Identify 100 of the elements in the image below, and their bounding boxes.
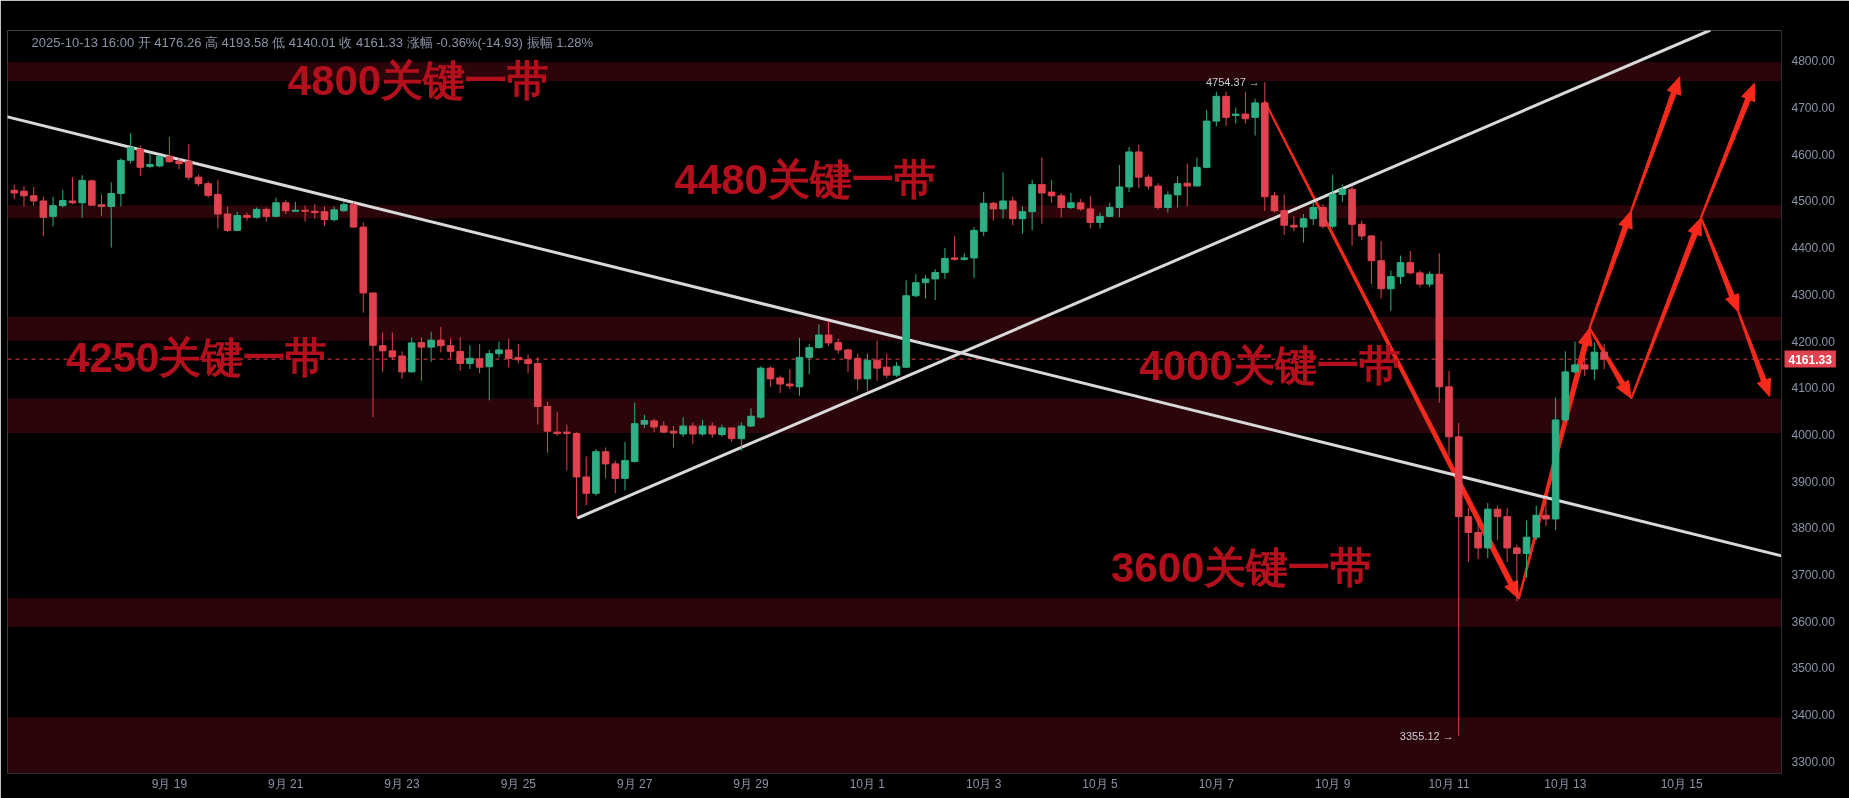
candlestick xyxy=(582,455,591,506)
candlestick xyxy=(136,144,145,177)
x-tick-label: 10月 5 xyxy=(1082,776,1119,791)
x-tick-label: 10月 7 xyxy=(1198,776,1235,791)
candlestick xyxy=(815,323,823,350)
band-label: 4000关键一带 xyxy=(1139,342,1401,390)
candlestick xyxy=(1396,255,1405,285)
candlestick xyxy=(39,196,48,237)
candlestick xyxy=(1270,191,1279,214)
candlestick xyxy=(1387,270,1395,312)
candlestick xyxy=(68,176,77,205)
candlestick xyxy=(1251,98,1259,137)
candlestick xyxy=(1241,91,1250,124)
candlestick xyxy=(466,344,474,370)
band-label: 3600关键一带 xyxy=(1110,544,1373,592)
x-tick-label: 9月 27 xyxy=(617,776,653,791)
candlestick xyxy=(601,447,610,479)
candlestick xyxy=(786,368,794,390)
candlestick xyxy=(931,268,940,301)
y-tick-label: 3300.00 xyxy=(1791,754,1836,769)
candlestick xyxy=(621,441,629,491)
candlestick xyxy=(243,212,251,222)
candlestick xyxy=(1038,157,1046,225)
candlestick xyxy=(485,349,494,401)
x-tick-label: 10月 11 xyxy=(1428,776,1470,791)
band-label: 4250关键一带 xyxy=(66,333,328,381)
x-tick-label: 10月 13 xyxy=(1544,776,1587,791)
ref-line-label: 4161.33 xyxy=(1788,352,1833,367)
y-tick-label: 4000.00 xyxy=(1791,427,1836,442)
y-tick-label: 3800.00 xyxy=(1791,521,1836,536)
candlestick xyxy=(214,179,222,230)
candlestick xyxy=(1086,195,1095,230)
x-tick-label: 10月 9 xyxy=(1314,776,1351,791)
candlestick xyxy=(311,203,319,220)
candlestick xyxy=(679,416,687,438)
x-tick-label: 9月 29 xyxy=(733,776,770,791)
candlestick xyxy=(1590,341,1599,381)
candlestick xyxy=(1193,157,1201,187)
candlestick xyxy=(563,424,571,471)
candlestick xyxy=(1164,190,1172,214)
candlestick xyxy=(1290,215,1298,232)
candlestick xyxy=(165,136,174,164)
candlestick xyxy=(776,375,784,394)
chart-subtitle: 2025-10-13 16:00 开 4176.26 高 4193.58 低 4140.01 收 4161.33 涨幅 -0.36%(-14.93) 振幅 1.28% xyxy=(31,35,594,50)
candlestick xyxy=(427,331,435,363)
candlestick xyxy=(349,201,358,229)
y-tick-label: 3600.00 xyxy=(1791,614,1836,629)
candlestick xyxy=(737,421,746,452)
y-tick-label: 3700.00 xyxy=(1791,568,1836,583)
y-tick-label: 4100.00 xyxy=(1791,381,1836,396)
candlestick xyxy=(989,201,998,222)
candlestick xyxy=(1357,220,1366,241)
candlestick xyxy=(999,171,1007,220)
candlestick xyxy=(853,353,862,392)
candlestick xyxy=(20,185,28,208)
candlestick xyxy=(1154,182,1162,210)
candlestick xyxy=(175,157,183,170)
candlestick xyxy=(78,174,86,219)
x-tick-label: 10月 3 xyxy=(966,776,1002,791)
candlestick xyxy=(1522,519,1531,579)
candlestick xyxy=(805,343,813,375)
y-tick-label: 3400.00 xyxy=(1791,708,1836,723)
candlestick xyxy=(1474,519,1482,560)
candlestick xyxy=(1067,192,1075,210)
candlestick xyxy=(1047,179,1056,204)
candlestick xyxy=(1571,341,1579,374)
y-tick-label: 4400.00 xyxy=(1791,241,1836,256)
y-tick-label: 3500.00 xyxy=(1791,661,1836,676)
candlestick xyxy=(921,274,930,300)
candlestick xyxy=(1464,507,1473,563)
band-label: 4480关键一带 xyxy=(674,156,936,204)
candlestick xyxy=(1299,213,1308,244)
candlestick xyxy=(301,205,309,222)
candlestick xyxy=(912,273,920,298)
candlestick xyxy=(611,460,620,494)
candlestick xyxy=(107,181,116,249)
y-tick-label: 4300.00 xyxy=(1791,287,1836,302)
candlestick xyxy=(863,353,872,392)
candlestick xyxy=(1319,203,1327,230)
candlestick xyxy=(1542,497,1550,527)
candlestick xyxy=(1280,193,1288,236)
candlestick xyxy=(1096,212,1104,230)
x-tick-label: 9月 21 xyxy=(268,776,304,791)
candlestick xyxy=(669,425,678,449)
candlestick xyxy=(126,132,135,165)
candlestick xyxy=(223,206,232,233)
y-tick-label: 4800.00 xyxy=(1791,54,1836,69)
candlestick xyxy=(49,196,57,227)
candlestick xyxy=(146,152,154,169)
y-tick-label: 4500.00 xyxy=(1791,194,1836,209)
candlestick xyxy=(950,235,959,262)
candlestick xyxy=(97,193,106,217)
annotation: 4754.37 → xyxy=(1205,76,1260,89)
y-tick-label: 4600.00 xyxy=(1791,147,1836,162)
candlestick xyxy=(1532,504,1541,541)
band-label: 4800关键一带 xyxy=(287,57,550,105)
x-tick-label: 10月 1 xyxy=(849,776,886,791)
candlestick xyxy=(320,206,329,227)
candlestick xyxy=(398,350,406,380)
candlestick xyxy=(1309,201,1318,226)
